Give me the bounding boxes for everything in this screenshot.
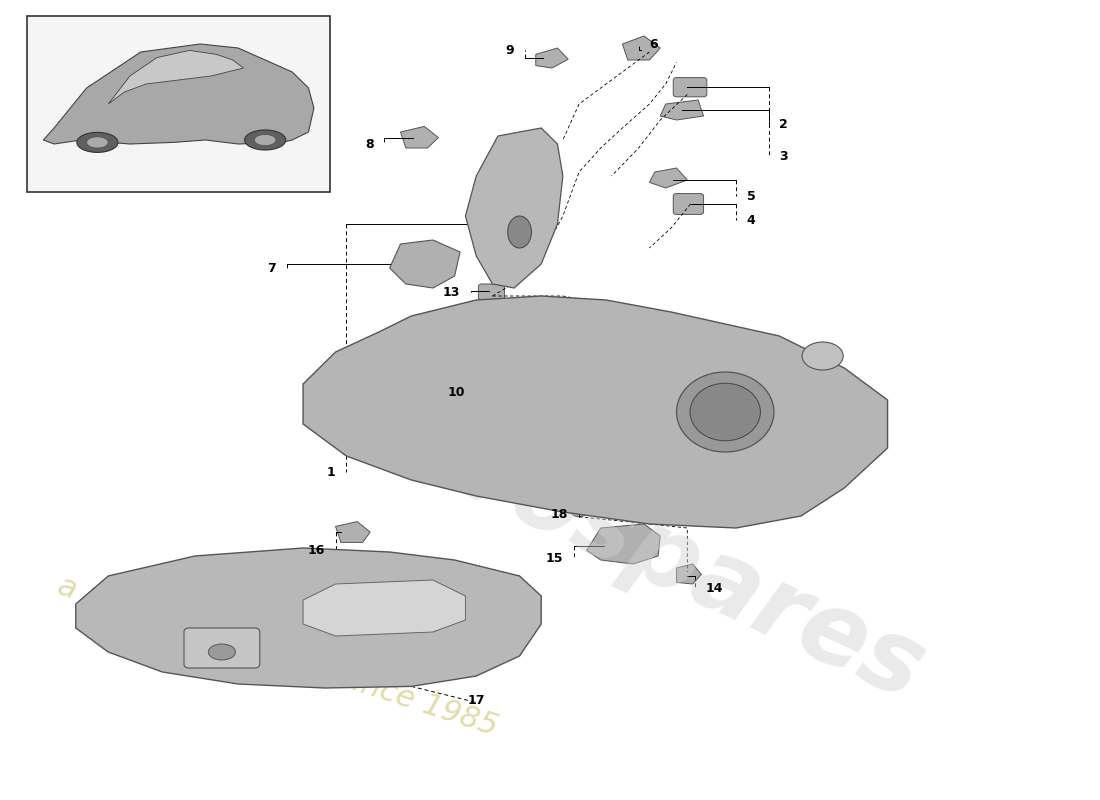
Ellipse shape: [571, 504, 587, 517]
Text: a passion for parts since 1985: a passion for parts since 1985: [54, 571, 502, 741]
Ellipse shape: [676, 372, 774, 452]
Polygon shape: [108, 50, 243, 104]
Polygon shape: [43, 44, 313, 144]
FancyBboxPatch shape: [184, 628, 260, 668]
Polygon shape: [676, 564, 702, 584]
Polygon shape: [336, 522, 371, 542]
Text: 18: 18: [551, 508, 569, 521]
Text: 1: 1: [327, 466, 336, 478]
Text: 17: 17: [468, 694, 485, 707]
Text: 15: 15: [546, 552, 563, 565]
FancyBboxPatch shape: [673, 194, 704, 214]
Text: 3: 3: [779, 150, 788, 162]
Text: 4: 4: [747, 214, 756, 226]
Polygon shape: [304, 580, 465, 636]
Text: 7: 7: [267, 262, 276, 274]
Text: 10: 10: [448, 386, 465, 398]
Polygon shape: [465, 128, 563, 288]
Ellipse shape: [87, 137, 108, 148]
Polygon shape: [586, 524, 660, 564]
Ellipse shape: [802, 342, 844, 370]
Text: 8: 8: [365, 138, 373, 150]
Text: 14: 14: [706, 582, 723, 594]
Text: 13: 13: [442, 286, 460, 298]
Polygon shape: [649, 168, 688, 188]
Ellipse shape: [507, 216, 531, 248]
Ellipse shape: [690, 383, 760, 441]
Text: 16: 16: [307, 544, 324, 557]
Ellipse shape: [254, 134, 276, 146]
Polygon shape: [623, 36, 660, 60]
FancyBboxPatch shape: [28, 16, 330, 192]
Text: 5: 5: [747, 190, 756, 202]
Polygon shape: [660, 100, 704, 120]
Polygon shape: [536, 48, 569, 68]
FancyBboxPatch shape: [673, 78, 707, 97]
Polygon shape: [304, 296, 888, 528]
Polygon shape: [76, 548, 541, 688]
Text: 9: 9: [506, 44, 514, 57]
Ellipse shape: [77, 132, 118, 152]
Polygon shape: [400, 126, 439, 148]
Ellipse shape: [244, 130, 286, 150]
Polygon shape: [389, 240, 460, 288]
Text: eurospares: eurospares: [324, 366, 939, 722]
FancyBboxPatch shape: [478, 284, 505, 300]
Ellipse shape: [208, 644, 235, 660]
Text: 2: 2: [779, 118, 788, 130]
Text: 6: 6: [649, 38, 658, 50]
